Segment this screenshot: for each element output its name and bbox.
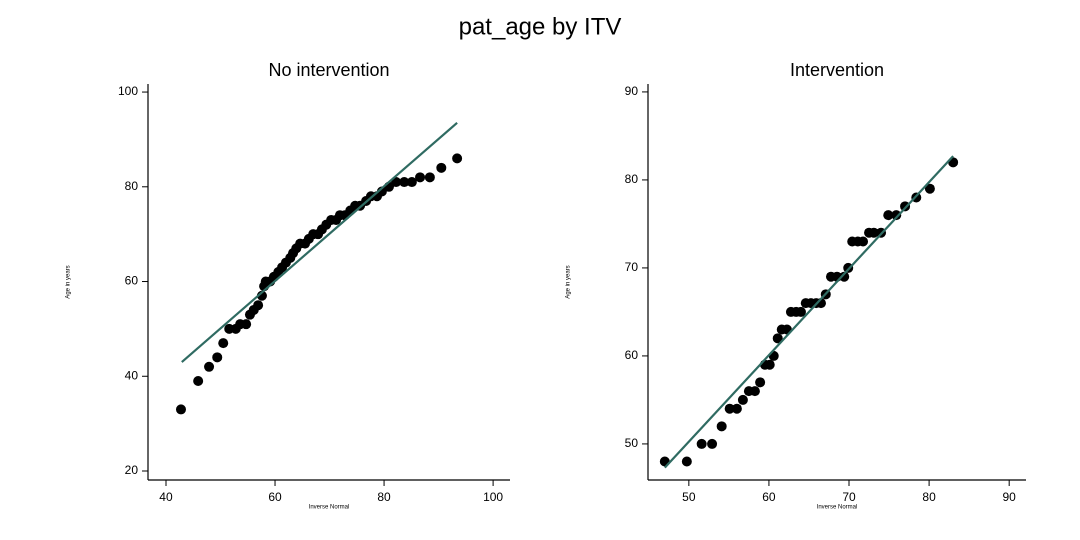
- x-axis-label: Inverse Normal: [817, 505, 858, 511]
- data-point: [175, 404, 186, 415]
- x-tick-label: 60: [762, 490, 776, 504]
- y-axis-label: Age in years: [66, 265, 72, 298]
- data-point: [724, 403, 735, 414]
- x-tick-label: 90: [1003, 490, 1017, 504]
- panel: Intervention 50 60 70 80 90 50 60 70 80 90 Inverse …: [566, 60, 1026, 511]
- data-point: [764, 359, 775, 370]
- data-point: [772, 333, 783, 344]
- y-tick-label: 100: [118, 84, 138, 98]
- data-point: [391, 177, 402, 188]
- x-tick-label: 80: [922, 490, 936, 504]
- data-point: [696, 438, 707, 449]
- data-point: [424, 172, 435, 183]
- data-point: [241, 319, 252, 330]
- y-tick-label: 70: [625, 260, 639, 274]
- figure-title: pat_age by ITV: [459, 13, 622, 40]
- data-point: [883, 210, 894, 221]
- panel-title: No intervention: [268, 60, 389, 80]
- fit-line: [181, 122, 458, 363]
- data-point: [415, 172, 426, 183]
- y-tick-label: 60: [125, 274, 139, 288]
- data-point: [891, 210, 902, 221]
- data-point: [716, 421, 727, 432]
- data-point: [399, 177, 410, 188]
- x-tick-label: 70: [842, 490, 856, 504]
- y-tick-label: 80: [625, 172, 639, 186]
- data-point: [924, 183, 935, 194]
- y-tick-label: 90: [625, 84, 639, 98]
- data-point: [212, 352, 223, 363]
- data-point: [193, 376, 204, 386]
- data-point: [406, 177, 417, 188]
- data-point: [681, 456, 692, 467]
- data-point: [731, 403, 742, 414]
- panel-title: Intervention: [790, 60, 884, 80]
- data-point: [707, 438, 718, 449]
- y-tick-label: 50: [625, 436, 639, 450]
- data-point: [253, 300, 264, 311]
- data-point: [436, 162, 447, 173]
- y-axis-label: Age in years: [566, 265, 572, 298]
- data-point: [452, 153, 463, 164]
- data-point: [755, 377, 766, 388]
- data-point: [749, 386, 760, 397]
- x-tick-label: 100: [483, 490, 503, 504]
- data-point: [218, 338, 229, 349]
- data-point: [737, 394, 748, 405]
- x-tick-label: 50: [682, 490, 696, 504]
- data-point: [868, 227, 879, 238]
- data-point: [795, 306, 806, 317]
- panel: No intervention 20 40 60 80 100 40 60 80 100 Inver…: [66, 60, 510, 511]
- x-tick-label: 80: [377, 490, 391, 504]
- data-point: [204, 361, 215, 372]
- y-tick-label: 80: [125, 179, 139, 193]
- x-tick-label: 60: [268, 490, 282, 504]
- data-point: [839, 271, 850, 282]
- x-tick-label: 40: [159, 490, 173, 504]
- x-axis-label: Inverse Normal: [309, 505, 350, 511]
- y-tick-label: 60: [625, 348, 639, 362]
- y-tick-label: 40: [125, 368, 139, 382]
- data-point: [858, 236, 869, 247]
- y-tick-label: 20: [125, 463, 139, 477]
- fit-line: [664, 155, 954, 469]
